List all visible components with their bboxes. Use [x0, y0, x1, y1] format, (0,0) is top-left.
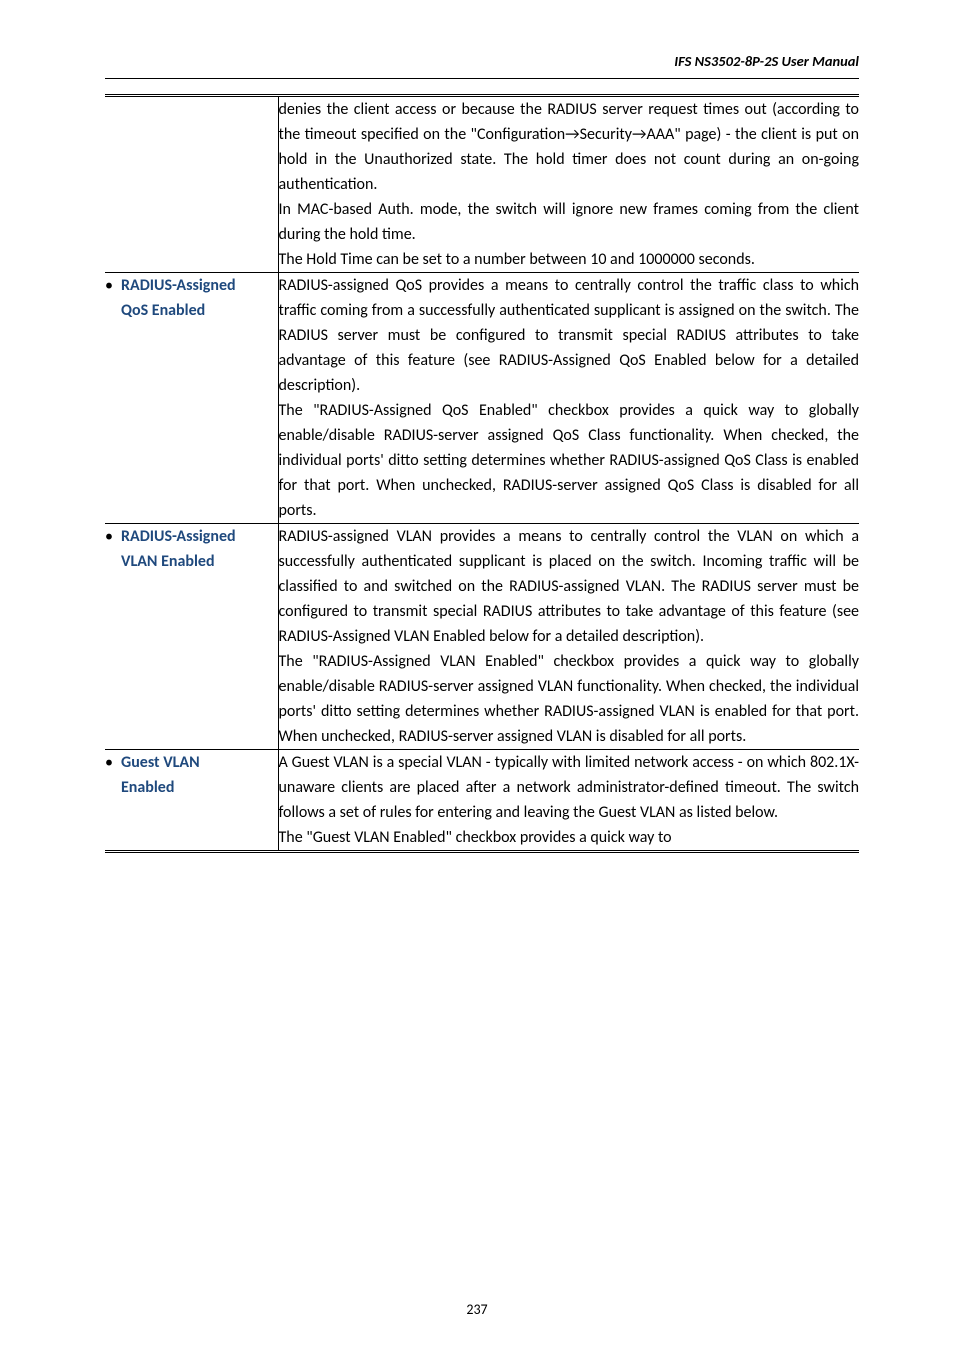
bullet-icon: •: [105, 273, 121, 298]
row-label-line: Guest VLAN: [121, 750, 200, 775]
row-label-line: QoS Enabled: [121, 298, 236, 323]
header-rule: [105, 78, 859, 79]
row-label: Guest VLAN Enabled: [121, 750, 200, 800]
row-body-cell: A Guest VLAN is a special VLAN - typical…: [278, 750, 859, 852]
bullet-icon: •: [105, 524, 121, 549]
row-label-line: Enabled: [121, 775, 200, 800]
row-body-cell: RADIUS-assigned VLAN provides a means to…: [278, 524, 859, 750]
row-label-cell: • Guest VLAN Enabled: [105, 750, 278, 852]
table-row: denies the client access or because the …: [105, 96, 859, 273]
table-row: • RADIUS-Assigned VLAN Enabled RADIUS-as…: [105, 524, 859, 750]
row-body-text: denies the client access or because the …: [279, 97, 860, 272]
table-row: • Guest VLAN Enabled A Guest VLAN is a s…: [105, 750, 859, 852]
doc-header-title: IFS NS3502-8P-2S User Manual: [674, 52, 859, 70]
row-body-cell: RADIUS-assigned QoS provides a means to …: [278, 273, 859, 524]
row-body-cell: denies the client access or because the …: [278, 96, 859, 273]
row-body-text: RADIUS-assigned VLAN provides a means to…: [279, 524, 860, 749]
row-label-line: RADIUS-Assigned: [121, 273, 236, 298]
row-body-text: A Guest VLAN is a special VLAN - typical…: [279, 750, 860, 850]
row-label-line: VLAN Enabled: [121, 549, 236, 574]
row-label: RADIUS-Assigned VLAN Enabled: [121, 524, 236, 574]
row-label-cell: [105, 96, 278, 273]
row-label: RADIUS-Assigned QoS Enabled: [121, 273, 236, 323]
row-label-cell: • RADIUS-Assigned VLAN Enabled: [105, 524, 278, 750]
row-label-line: RADIUS-Assigned: [121, 524, 236, 549]
table-row: • RADIUS-Assigned QoS Enabled RADIUS-ass…: [105, 273, 859, 524]
page-number: 237: [0, 1301, 954, 1318]
row-body-text: RADIUS-assigned QoS provides a means to …: [279, 273, 860, 523]
row-label-cell: • RADIUS-Assigned QoS Enabled: [105, 273, 278, 524]
definition-table: denies the client access or because the …: [105, 94, 859, 853]
content-area: denies the client access or because the …: [105, 94, 859, 853]
bullet-icon: •: [105, 750, 121, 775]
page: IFS NS3502-8P-2S User Manual denies the …: [0, 0, 954, 1350]
